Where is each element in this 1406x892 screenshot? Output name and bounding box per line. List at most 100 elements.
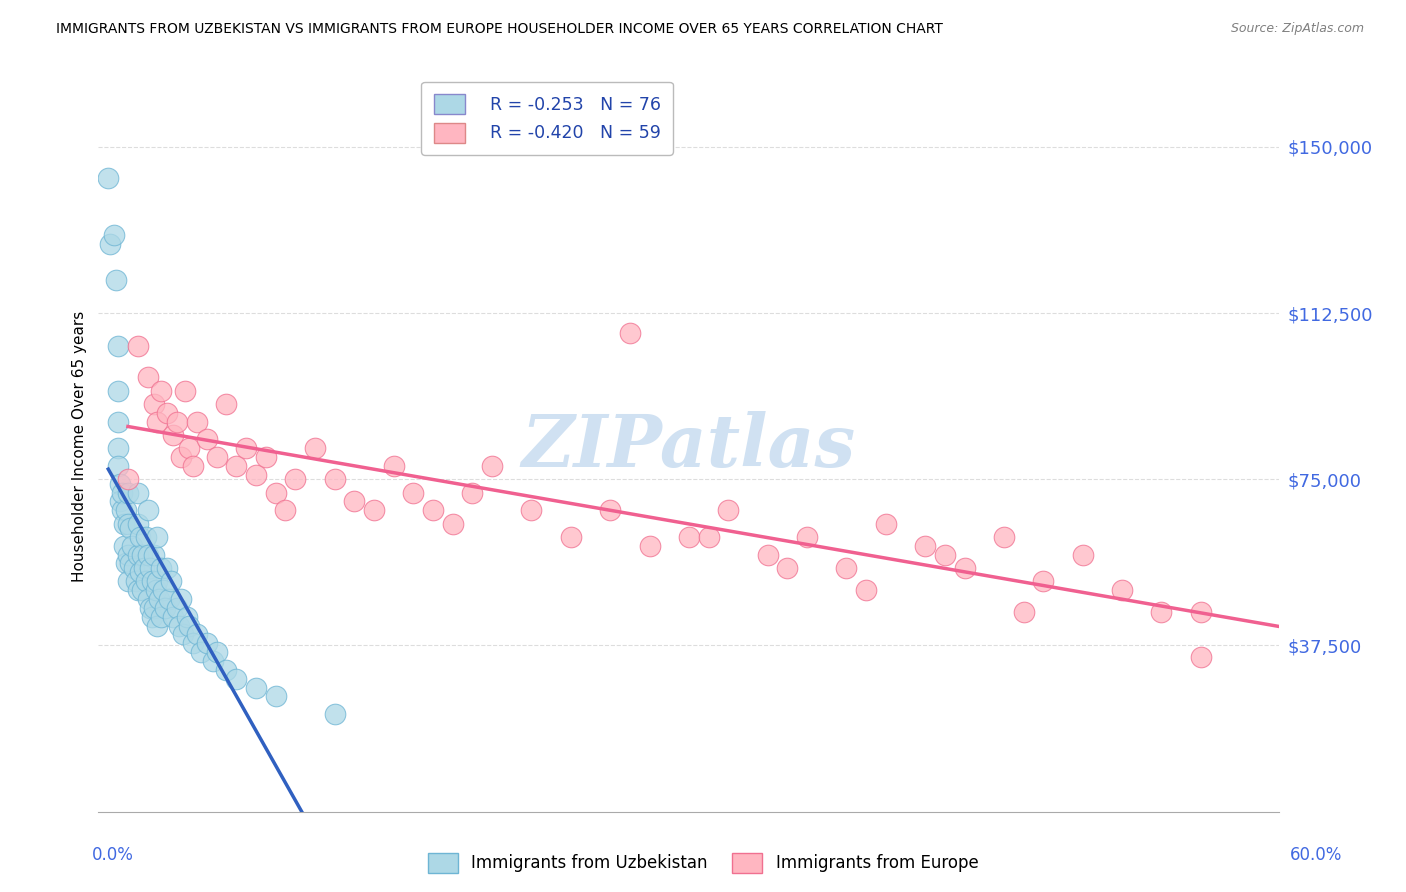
Point (117, 574, 139, 589)
Point (117, 548, 139, 562)
Point (136, 591, 159, 606)
Point (146, 574, 169, 589)
Point (264, 690, 287, 704)
Point (186, 415, 208, 429)
Point (127, 548, 149, 562)
Point (127, 583, 149, 598)
Point (142, 600, 165, 615)
Point (108, 476, 131, 491)
Point (205, 450, 228, 464)
Point (914, 539, 936, 553)
Point (172, 627, 194, 641)
Point (162, 428, 184, 442)
Point (146, 415, 169, 429)
Point (181, 636, 204, 650)
Point (108, 494, 131, 508)
Point (441, 516, 464, 531)
Point (225, 672, 247, 686)
Point (776, 561, 799, 575)
Point (107, 458, 129, 473)
Point (135, 574, 157, 589)
Point (560, 530, 582, 544)
Text: ZIPatlas: ZIPatlas (522, 410, 856, 482)
Point (128, 566, 150, 580)
Point (162, 609, 184, 624)
Point (1189, 649, 1212, 664)
Point (135, 530, 157, 544)
Point (201, 654, 224, 668)
Point (136, 370, 159, 384)
Point (111, 503, 134, 517)
Point (150, 384, 173, 398)
Point (177, 618, 200, 632)
Point (1189, 605, 1212, 619)
Point (264, 485, 287, 500)
Point (1012, 605, 1035, 619)
Legend: Immigrants from Uzbekistan, Immigrants from Europe: Immigrants from Uzbekistan, Immigrants f… (420, 847, 986, 880)
Point (166, 415, 188, 429)
Point (835, 561, 858, 575)
Point (138, 561, 160, 575)
Text: Source: ZipAtlas.com: Source: ZipAtlas.com (1230, 22, 1364, 36)
Point (717, 503, 740, 517)
Point (697, 530, 720, 544)
Y-axis label: Householder Income Over 65 years: Householder Income Over 65 years (72, 310, 87, 582)
Point (796, 530, 818, 544)
Point (382, 458, 405, 473)
Point (619, 326, 641, 340)
Point (117, 472, 139, 486)
Point (115, 503, 138, 517)
Point (1150, 605, 1173, 619)
Point (756, 548, 779, 562)
Point (245, 681, 267, 695)
Point (98, 237, 121, 252)
Point (118, 557, 141, 571)
Legend:   R = -0.253   N = 76,   R = -0.420   N = 59: R = -0.253 N = 76, R = -0.420 N = 59 (422, 82, 673, 154)
Point (160, 574, 183, 589)
Point (115, 557, 138, 571)
Point (599, 503, 621, 517)
Point (112, 516, 135, 531)
Point (118, 521, 141, 535)
Point (155, 600, 177, 615)
Point (934, 548, 956, 562)
Point (195, 636, 218, 650)
Point (152, 583, 174, 598)
Point (148, 591, 170, 606)
Text: IMMIGRANTS FROM UZBEKISTAN VS IMMIGRANTS FROM EUROPE HOUSEHOLDER INCOME OVER 65 : IMMIGRANTS FROM UZBEKISTAN VS IMMIGRANTS… (56, 22, 943, 37)
Point (117, 516, 139, 531)
Point (205, 645, 228, 659)
Point (142, 397, 165, 411)
Point (150, 609, 173, 624)
Point (245, 467, 267, 482)
Point (174, 384, 197, 398)
Point (170, 591, 193, 606)
Point (157, 591, 180, 606)
Point (127, 339, 149, 353)
Point (181, 458, 204, 473)
Point (136, 503, 159, 517)
Point (343, 494, 366, 508)
Point (132, 561, 155, 575)
Point (190, 645, 212, 659)
Point (422, 503, 444, 517)
Point (131, 583, 153, 598)
Point (215, 397, 238, 411)
Point (953, 561, 976, 575)
Point (127, 485, 149, 500)
Point (112, 539, 135, 553)
Point (235, 441, 257, 455)
Point (131, 548, 153, 562)
Point (156, 561, 179, 575)
Point (323, 707, 346, 722)
Point (145, 583, 167, 598)
Text: 60.0%: 60.0% (1291, 846, 1343, 863)
Point (117, 485, 139, 500)
Point (136, 548, 159, 562)
Point (1071, 548, 1094, 562)
Point (678, 530, 700, 544)
Point (167, 618, 190, 632)
Point (304, 441, 326, 455)
Text: 0.0%: 0.0% (91, 846, 134, 863)
Point (284, 472, 307, 486)
